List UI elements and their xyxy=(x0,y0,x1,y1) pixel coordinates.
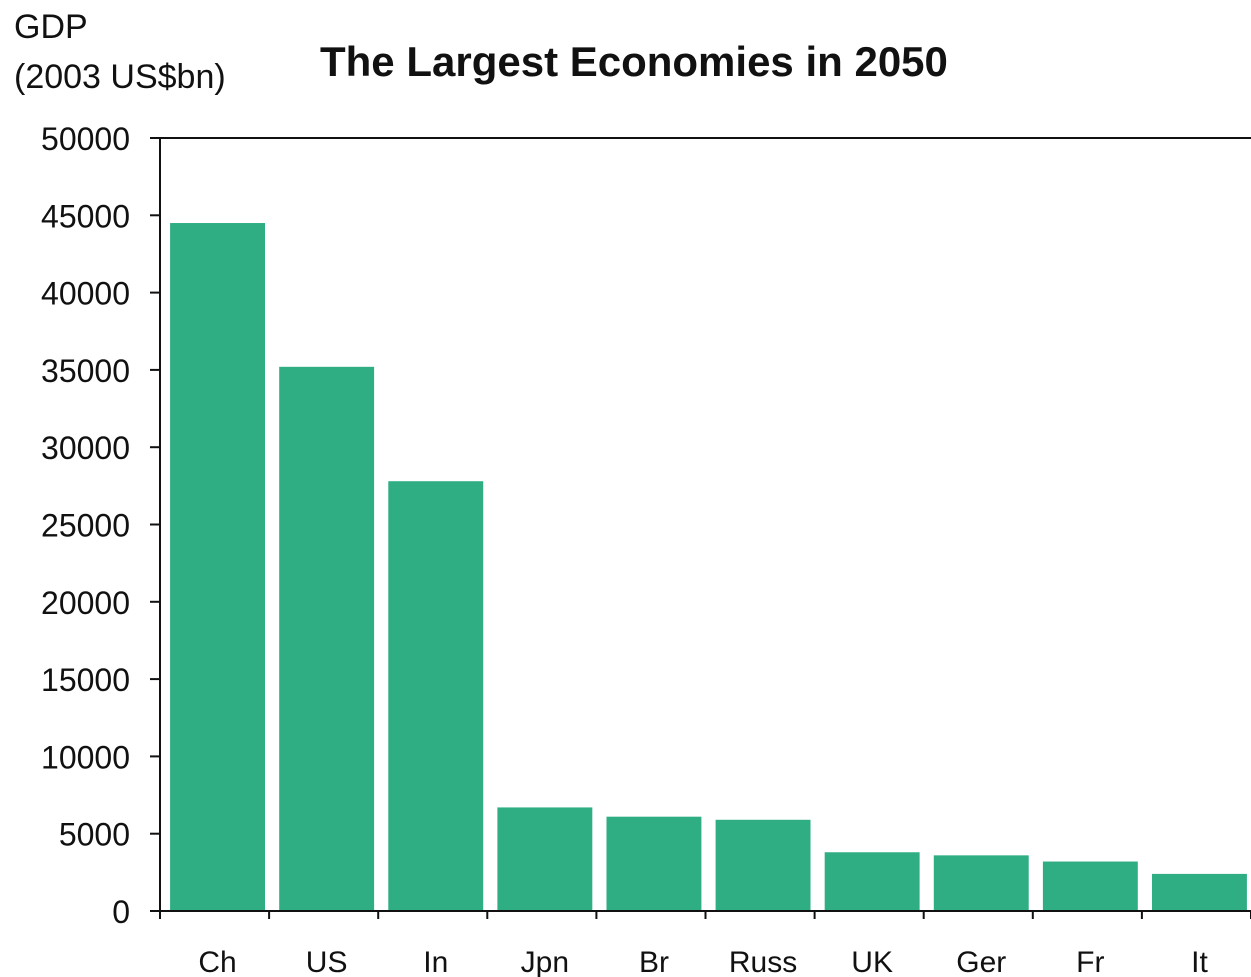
bar-us xyxy=(279,366,375,912)
y-tick-label: 40000 xyxy=(41,276,130,312)
x-category-label: Br xyxy=(639,946,669,977)
y-tick-label: 20000 xyxy=(41,585,130,621)
chart-title: The Largest Economies in 2050 xyxy=(320,38,948,85)
bar-in xyxy=(388,481,484,911)
bar-ch xyxy=(170,223,266,911)
bar-jpn xyxy=(497,807,593,911)
y-tick-label: 45000 xyxy=(41,198,130,234)
x-category-label: UK xyxy=(851,946,893,977)
x-category-label: It xyxy=(1191,946,1208,977)
bar-br xyxy=(606,816,702,911)
bars xyxy=(170,223,1247,912)
y-tick-label: 0 xyxy=(112,894,130,930)
x-category-label: US xyxy=(306,946,348,977)
bar-fr xyxy=(1042,861,1138,911)
y-tick-label: 25000 xyxy=(41,508,130,544)
y-tick-label: 10000 xyxy=(41,739,130,775)
y-tick-label: 15000 xyxy=(41,662,130,698)
bar-uk xyxy=(824,852,920,911)
x-category-label: Ch xyxy=(198,946,236,977)
x-category-label: In xyxy=(423,946,448,977)
y-tick-label: 50000 xyxy=(41,121,130,157)
x-category-label: Fr xyxy=(1076,946,1104,977)
y-tick-label: 30000 xyxy=(41,430,130,466)
x-category-label: Jpn xyxy=(521,946,569,977)
bar-russ xyxy=(715,819,811,911)
plot-frame xyxy=(159,137,1251,912)
y-axis: 5000045000400003500030000250002000015000… xyxy=(41,121,160,930)
x-axis: Ch US In Jpn Br Russ UK Ger Fr It xyxy=(159,911,1251,977)
y-tick-label: 5000 xyxy=(59,817,130,853)
x-category-label: Russ xyxy=(729,946,797,977)
x-category-label: Ger xyxy=(956,946,1006,977)
y-tick-label: 35000 xyxy=(41,353,130,389)
bar-ger xyxy=(933,855,1029,911)
bar-it xyxy=(1151,873,1247,911)
y-axis-label-units: (2003 US$bn) xyxy=(14,58,226,96)
y-axis-label-gdp: GDP xyxy=(14,8,88,46)
